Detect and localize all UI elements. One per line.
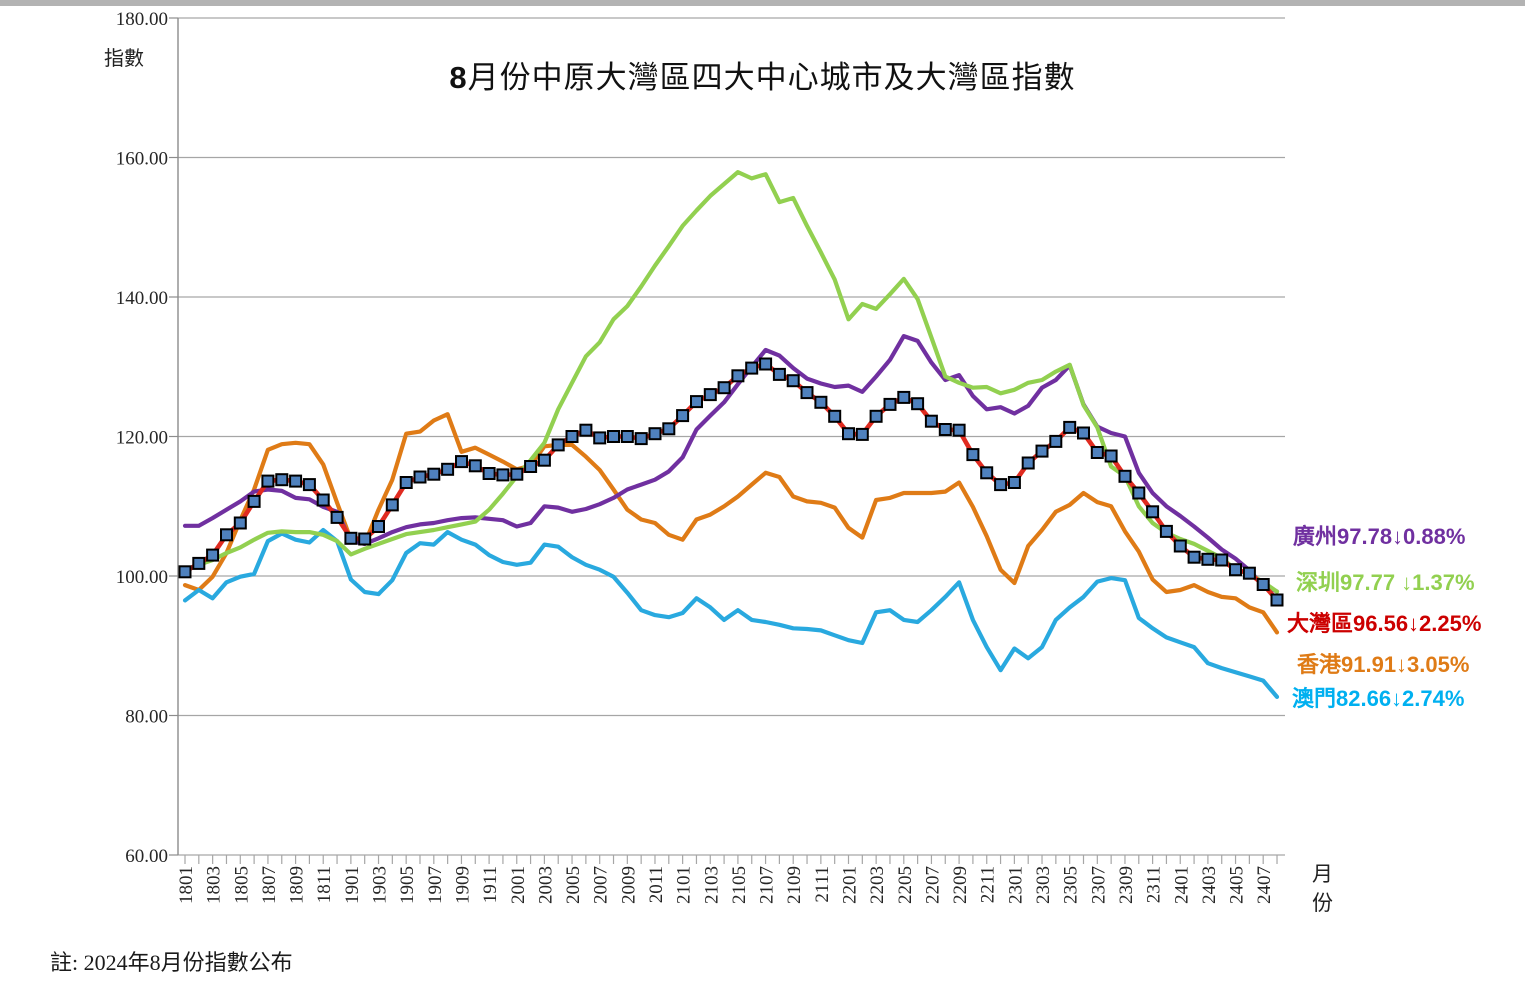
svg-text:160.00: 160.00 [116,149,168,170]
svg-text:2201: 2201 [840,866,861,904]
legend-item-hongkong: 香港91.91↓3.05% [1297,652,1470,677]
svg-text:1909: 1909 [452,866,473,904]
svg-text:2209: 2209 [950,866,971,904]
svg-text:1811: 1811 [314,866,335,903]
svg-text:2403: 2403 [1199,866,1220,904]
footnote: 註: 2024年8月份指數公布 [50,950,293,975]
svg-text:2101: 2101 [674,866,695,904]
svg-text:2211: 2211 [978,866,999,903]
legend-item-guangzhou: 廣州97.78↓0.88% [1293,524,1466,549]
svg-text:1905: 1905 [397,866,418,904]
svg-text:2011: 2011 [646,866,667,903]
svg-text:2007: 2007 [591,866,612,904]
series-line-shenzhen [182,170,1280,594]
svg-text:2305: 2305 [1061,866,1082,904]
svg-text:180.00: 180.00 [116,9,168,30]
svg-text:2009: 2009 [618,866,639,904]
x-axis-ticks [184,855,1278,864]
legend-item-macau: 澳門82.66↓2.74% [1292,686,1465,711]
svg-text:1911: 1911 [480,866,501,903]
svg-text:140.00: 140.00 [116,288,168,309]
svg-text:2105: 2105 [729,866,750,904]
svg-text:2405: 2405 [1227,866,1248,904]
svg-text:2307: 2307 [1088,866,1109,904]
y-axis-tick-labels: 180.00 160.00 140.00 120.00 100.00 80.00 60.00 [116,9,168,867]
svg-text:2103: 2103 [701,866,722,904]
svg-text:2303: 2303 [1033,866,1054,904]
svg-text:2309: 2309 [1116,866,1137,904]
svg-text:1907: 1907 [425,866,446,904]
svg-text:2301: 2301 [1005,866,1026,904]
y-axis-title: 指數 [104,48,144,70]
svg-text:2001: 2001 [508,866,529,904]
svg-text:2207: 2207 [922,866,943,904]
svg-text:100.00: 100.00 [116,567,168,588]
svg-text:60.00: 60.00 [125,846,168,867]
svg-text:1901: 1901 [342,866,363,904]
svg-text:2401: 2401 [1171,866,1192,904]
svg-text:2003: 2003 [535,866,556,904]
svg-text:1809: 1809 [287,866,308,904]
svg-text:2111: 2111 [812,866,833,903]
series-markers-gba [178,357,1284,607]
series-line-macau [182,527,1280,700]
svg-text:1807: 1807 [259,866,280,904]
svg-text:2205: 2205 [895,866,916,904]
legend-item-shenzhen: 深圳97.77 ↓1.37% [1296,570,1475,595]
svg-text:120.00: 120.00 [116,428,168,449]
svg-text:2203: 2203 [867,866,888,904]
svg-text:2407: 2407 [1254,866,1275,904]
x-axis-tick-labels: 1801 1803 1805 1807 1809 1811 1901 1903 1905 1907… [176,866,1275,904]
series-line-gba [182,361,1280,603]
gridlines [169,17,1285,856]
svg-text:2311: 2311 [1144,866,1165,903]
svg-text:80.00: 80.00 [125,707,168,728]
legend-item-gba: 大灣區96.56↓2.25% [1287,611,1482,636]
svg-text:1803: 1803 [204,866,225,904]
svg-text:1903: 1903 [370,866,391,904]
svg-text:1801: 1801 [176,866,197,904]
window-top-edge [0,0,1525,6]
svg-text:1805: 1805 [231,866,252,904]
series-line-hongkong [182,412,1280,635]
x-axis-title: 月份 [1312,862,1333,915]
chart-title: 8月份中原大灣區四大中心城市及大灣區指數 [449,60,1076,95]
svg-text:2109: 2109 [784,866,805,904]
svg-text:2107: 2107 [757,866,778,904]
svg-text:2005: 2005 [563,866,584,904]
